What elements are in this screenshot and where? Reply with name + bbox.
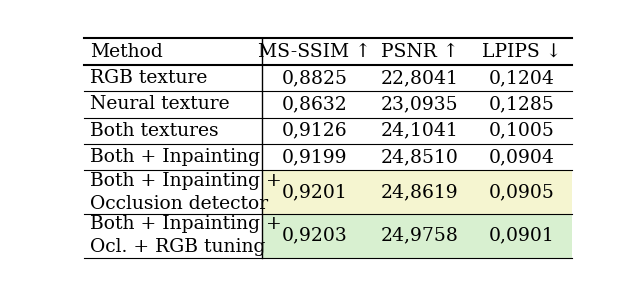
Text: Both + Inpainting +
Occlusion detector: Both + Inpainting + Occlusion detector (90, 172, 282, 213)
Text: 0,8632: 0,8632 (282, 95, 348, 113)
Text: 0,9203: 0,9203 (282, 227, 348, 245)
Text: 24,9758: 24,9758 (381, 227, 458, 245)
Text: 0,0905: 0,0905 (489, 183, 555, 201)
Text: 0,9201: 0,9201 (282, 183, 348, 201)
Text: 0,0904: 0,0904 (489, 148, 555, 166)
Text: 0,1005: 0,1005 (489, 122, 555, 140)
Text: 0,9199: 0,9199 (282, 148, 348, 166)
Text: 0,0901: 0,0901 (489, 227, 555, 245)
Text: 22,8041: 22,8041 (381, 69, 458, 87)
Text: Both textures: Both textures (90, 122, 218, 140)
Text: Neural texture: Neural texture (90, 95, 230, 113)
Text: MS-SSIM ↑: MS-SSIM ↑ (258, 43, 371, 61)
Text: Both + Inpainting +
Ocl. + RGB tuning: Both + Inpainting + Ocl. + RGB tuning (90, 215, 282, 256)
Bar (262, 171, 572, 214)
Text: LPIPS ↓: LPIPS ↓ (483, 43, 562, 61)
Text: 0,8825: 0,8825 (282, 69, 348, 87)
Text: 0,1285: 0,1285 (489, 95, 555, 113)
Text: Both + Inpainting: Both + Inpainting (90, 148, 260, 166)
Text: 24,8510: 24,8510 (381, 148, 458, 166)
Text: 0,9126: 0,9126 (282, 122, 348, 140)
Text: PSNR ↑: PSNR ↑ (381, 43, 458, 61)
Bar (262, 214, 572, 258)
Text: 0,1204: 0,1204 (489, 69, 555, 87)
Text: RGB texture: RGB texture (90, 69, 207, 87)
Text: 23,0935: 23,0935 (381, 95, 458, 113)
Text: Method: Method (90, 43, 163, 61)
Text: 24,8619: 24,8619 (381, 183, 458, 201)
Text: 24,1041: 24,1041 (381, 122, 458, 140)
